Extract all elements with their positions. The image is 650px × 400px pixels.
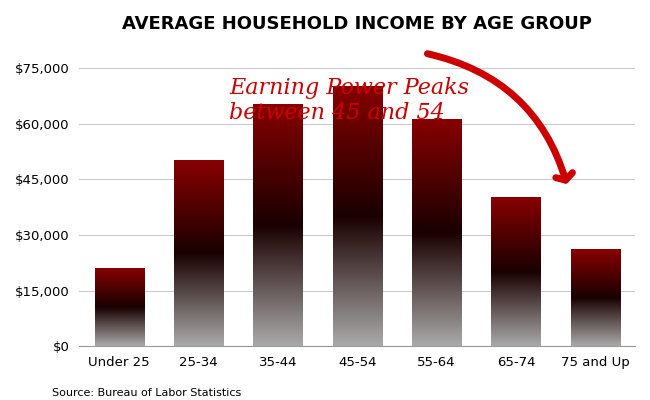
FancyArrowPatch shape	[428, 54, 573, 180]
Text: Source: Bureau of Labor Statistics: Source: Bureau of Labor Statistics	[52, 388, 241, 398]
Text: Earning Power Peaks
between 45 and 54: Earning Power Peaks between 45 and 54	[229, 77, 469, 124]
Title: AVERAGE HOUSEHOLD INCOME BY AGE GROUP: AVERAGE HOUSEHOLD INCOME BY AGE GROUP	[122, 15, 592, 33]
